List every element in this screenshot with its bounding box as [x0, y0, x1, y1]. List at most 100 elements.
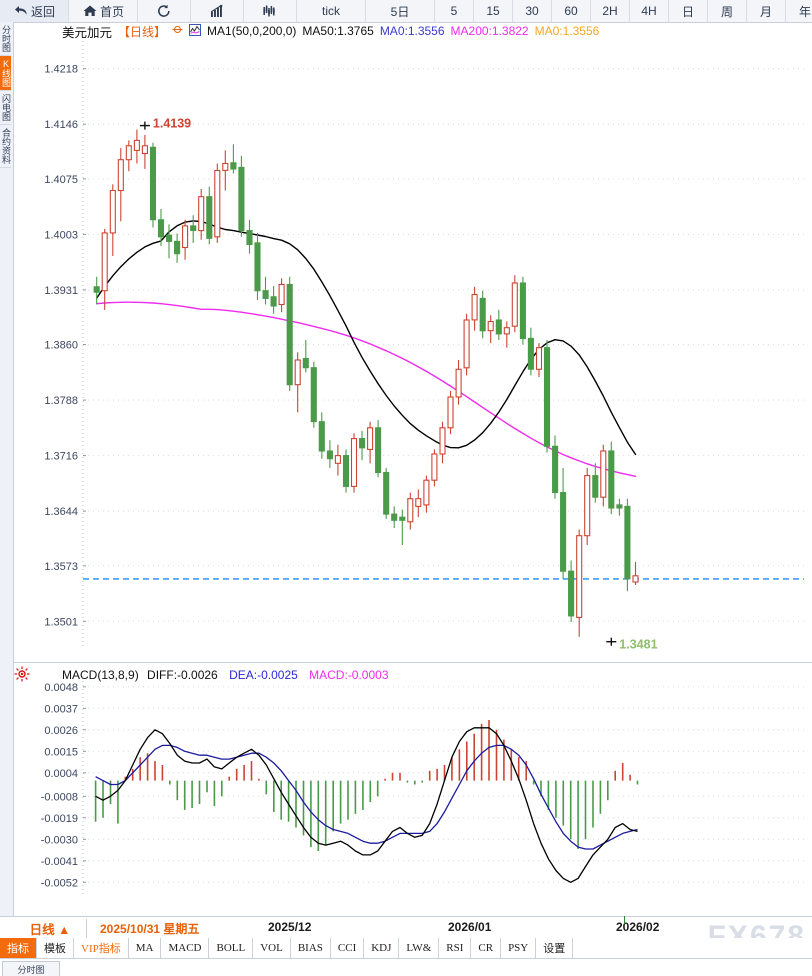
- macd-diff-value: DIFF:-0.0026: [147, 668, 218, 682]
- x-axis-tick: 2025/12: [268, 920, 312, 934]
- macd-dea-line: [95, 744, 638, 850]
- period-5m-button-label: 5: [450, 4, 458, 18]
- period-2h-button[interactable]: 2H: [591, 0, 630, 22]
- ma-params-label: MA1(50,0,200,0): [207, 24, 297, 38]
- x-axis-tick: 2026/02: [616, 920, 660, 934]
- price-axis-tick: 1.3644: [44, 506, 78, 518]
- sidebar-item-kline[interactable]: K线图: [0, 56, 11, 91]
- home-button-label: 首页: [99, 4, 124, 19]
- home-icon: [82, 4, 98, 18]
- bottom-tab-vol[interactable]: VOL: [253, 938, 291, 958]
- indicator-button[interactable]: [244, 0, 297, 22]
- macd-hist-value: MACD:-0.0003: [309, 668, 389, 682]
- candle-series: [93, 129, 639, 637]
- period-4h-button[interactable]: 4H: [630, 0, 669, 22]
- sidebar-item-contract-label: 合约资料: [1, 128, 11, 164]
- period-year-button[interactable]: 年: [786, 0, 812, 22]
- period-5m-button[interactable]: 5: [435, 0, 474, 22]
- macd-axis-tick: -0.0019: [41, 813, 78, 825]
- settings-gear-icon[interactable]: [172, 24, 183, 38]
- price-axis-tick: 1.3860: [44, 340, 78, 352]
- macd-axis-tick: -0.0041: [41, 856, 78, 868]
- sidebar-item-kline-label: K线图: [1, 59, 11, 87]
- ma0-blue-value: MA0:1.3556: [379, 24, 445, 38]
- bottom-tab-settings[interactable]: 设置: [536, 938, 574, 958]
- x-axis-marker: [624, 916, 625, 924]
- ma0-orange-value: MA0:1.3556: [534, 24, 600, 38]
- bottom-tab-kdj[interactable]: KDJ: [364, 938, 400, 958]
- price-axis-tick: 1.4003: [44, 229, 78, 241]
- period-30m-button[interactable]: 30: [513, 0, 552, 22]
- bottom-tab-vip[interactable]: VIP指标: [74, 938, 129, 958]
- x-axis-tick: 2026/01: [448, 920, 492, 934]
- price-axis-tick: 1.3788: [44, 395, 78, 407]
- period-label: 【日线】: [118, 24, 167, 39]
- back-button[interactable]: 返回: [0, 0, 69, 22]
- period-week-button[interactable]: 周: [708, 0, 747, 22]
- macd-chart-pane[interactable]: 0.0048 0.0037 0.0026 0.0015 0.0004 -0.0008 -0.…: [13, 662, 812, 916]
- period-5day-button[interactable]: 5日: [366, 0, 435, 22]
- home-button[interactable]: 首页: [69, 0, 138, 22]
- period-week-button-label: 周: [720, 4, 733, 19]
- x-axis-selected-date: 2025/10/31 星期五: [100, 922, 200, 936]
- macd-dea-value: DEA:-0.0025: [229, 668, 298, 682]
- bottom-tab-psy[interactable]: PSY: [501, 938, 537, 958]
- indicator-tab-bar: 指标 模板 VIP指标 MA MACD BOLL VOL BIAS CCI KDJ LW& RSI CR…: [0, 938, 812, 958]
- period-5day-button-label: 5日: [390, 4, 410, 19]
- bottom-tab-indicator[interactable]: 指标: [0, 938, 37, 958]
- period-15m-button[interactable]: 15: [474, 0, 513, 22]
- macd-title: MACD(13,8,9): [62, 668, 139, 682]
- bar-chart-icon: [209, 4, 225, 18]
- bottom-tab-macd[interactable]: MACD: [161, 938, 210, 958]
- tick-button[interactable]: tick: [297, 0, 366, 22]
- macd-axis-tick: -0.0008: [41, 791, 78, 803]
- price-axis-tick: 1.3931: [44, 285, 78, 297]
- bottom-tab-cr[interactable]: CR: [471, 938, 502, 958]
- low-price-label: 1.3481: [619, 638, 657, 652]
- macd-axis-tick: 0.0037: [44, 703, 78, 715]
- macd-chart[interactable]: 0.0048 0.0037 0.0026 0.0015 0.0004 -0.0008 -0.…: [13, 663, 812, 916]
- bottom-tab-lwr[interactable]: LW&: [399, 938, 440, 958]
- x-axis-bar: 日线 ▲ 2025/10/31 星期五 2025/12 2026/01 2026/0…: [0, 916, 812, 940]
- period-day-button-label: 日: [681, 4, 694, 19]
- bottom-tab-rsi[interactable]: RSI: [439, 938, 472, 958]
- period-year-button-label: 年: [798, 4, 811, 19]
- back-arrow-icon: [13, 4, 29, 18]
- period-day-button[interactable]: 日: [669, 0, 708, 22]
- macd-histogram: [94, 720, 639, 851]
- macd-axis-tick: -0.0030: [41, 834, 78, 846]
- bottom-tab-cci[interactable]: CCI: [331, 938, 365, 958]
- price-axis-tick: 1.3501: [44, 616, 78, 628]
- bottom-tab-template[interactable]: 模板: [37, 938, 74, 958]
- macd-diff-line: [95, 727, 638, 883]
- price-axis-tick: 1.3716: [44, 451, 78, 463]
- period-2h-button-label: 2H: [602, 4, 618, 18]
- status-bar: 分时图: [0, 958, 812, 976]
- chart-type-button[interactable]: [191, 0, 244, 22]
- sidebar-item-flash-label: 闪电图: [1, 94, 11, 121]
- refresh-button[interactable]: [138, 0, 191, 22]
- bottom-tab-ma[interactable]: MA: [129, 938, 162, 958]
- x-axis-period-tag[interactable]: 日线 ▲: [14, 919, 87, 938]
- sidebar-item-flash[interactable]: 闪电图: [0, 91, 11, 125]
- period-30m-button-label: 30: [525, 4, 539, 18]
- macd-axis-tick: 0.0015: [44, 746, 78, 758]
- period-month-button[interactable]: 月: [747, 0, 786, 22]
- macd-axis-tick: -0.0052: [41, 877, 78, 889]
- bottom-tab-bias[interactable]: BIAS: [291, 938, 331, 958]
- macd-axis-tick: 0.0004: [44, 768, 78, 780]
- ma50-value: MA50:1.3765: [302, 24, 374, 38]
- macd-sun-icon[interactable]: [14, 666, 30, 682]
- sidebar-item-contract[interactable]: 合约资料: [0, 125, 11, 168]
- macd-info-bar: MACD(13,8,9) DIFF:-0.0026 DEA:-0.0025 MA…: [62, 668, 389, 682]
- period-60m-button[interactable]: 60: [552, 0, 591, 22]
- sidebar-item-timeshare[interactable]: 分时图: [0, 22, 11, 56]
- price-axis-tick: 1.4075: [44, 174, 78, 186]
- bottom-tab-boll[interactable]: BOLL: [209, 938, 254, 958]
- candlestick-chart[interactable]: 1.4218 1.4146 1.4075 1.4003 1.3931 1.3860 1.37…: [13, 39, 812, 659]
- back-button-label: 返回: [30, 4, 55, 19]
- status-tab-timeshare[interactable]: 分时图: [2, 961, 60, 976]
- period-4h-button-label: 4H: [641, 4, 657, 18]
- ma-overlay-icon[interactable]: [189, 23, 202, 39]
- price-chart-pane[interactable]: 1.4218 1.4146 1.4075 1.4003 1.3931 1.3860 1.37…: [13, 39, 812, 659]
